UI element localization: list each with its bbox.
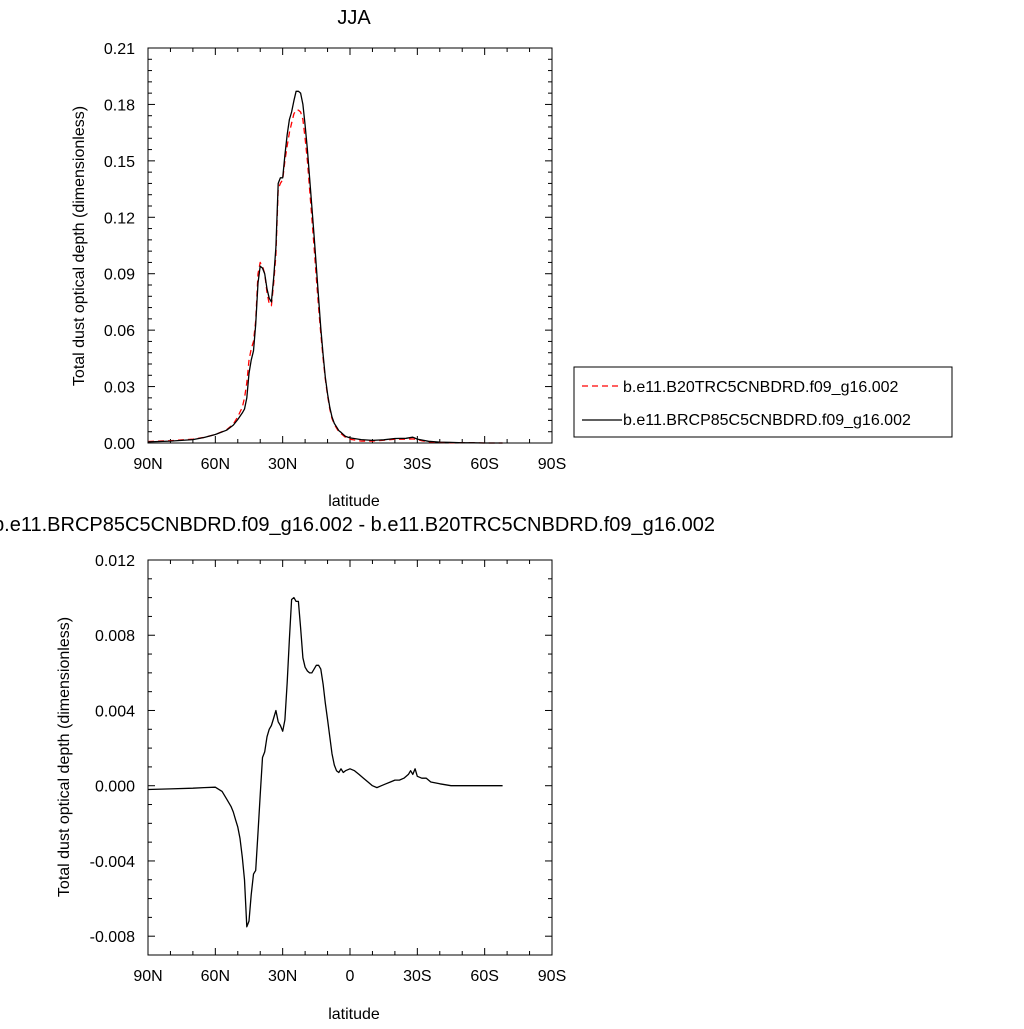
bottom-y-tick-label: -0.004	[90, 854, 135, 871]
bottom-chart-x-axis-label: latitude	[328, 1006, 380, 1023]
bottom-series-line-black-solid	[147, 596, 503, 928]
top-y-tick-label: 0.15	[104, 154, 135, 171]
legend: b.e11.B20TRC5CNBDRD.f09_g16.002 b.e11.BR…	[573, 366, 953, 438]
legend-label-black-solid: b.e11.BRCP85C5CNBDRD.f09_g16.002	[623, 412, 911, 429]
bottom-x-tick-label: 60S	[470, 968, 498, 985]
top-chart-y-axis-label: Total dust optical depth (dimensionless)	[71, 106, 88, 386]
bottom-chart-plot: 90N 60N 30N 0 30S 60S 90S -0.008 -0.004 0.000 0.00…	[90, 553, 567, 985]
legend-label-red-dashed: b.e11.B20TRC5CNBDRD.f09_g16.002	[623, 379, 899, 396]
bottom-chart: b.e11.BRCP85C5CNBDRD.f09_g16.002 - b.e11…	[0, 514, 715, 1023]
top-x-tick-label: 30N	[268, 456, 297, 473]
top-x-tick-label: 0	[346, 456, 355, 473]
top-y-tick-label: 0.18	[104, 97, 135, 114]
top-y-tick-label: 0.09	[104, 267, 135, 284]
bottom-x-tick-label: 90N	[133, 968, 162, 985]
top-series-line-black-solid	[147, 90, 503, 444]
top-chart-title: JJA	[337, 7, 371, 29]
bottom-y-tick-label: 0.012	[95, 553, 135, 570]
top-x-tick-label: 30S	[403, 456, 431, 473]
top-x-tick-label: 60N	[201, 456, 230, 473]
top-y-tick-label: 0.12	[104, 210, 135, 227]
bottom-y-tick-label: 0.008	[95, 628, 135, 645]
top-chart-x-axis-label: latitude	[328, 493, 380, 510]
bottom-plot-frame	[147, 559, 553, 956]
top-x-tick-label: 90S	[538, 456, 566, 473]
top-chart: JJA 90N 60N 30N 0 30S 60S 90S 0.00 0.03 0.06 0.09 0…	[71, 7, 953, 510]
top-series-line-red-dashed	[147, 109, 503, 444]
bottom-y-tick-label: -0.008	[90, 929, 135, 946]
top-chart-plot: 90N 60N 30N 0 30S 60S 90S 0.00 0.03 0.06 0.09 0.12 0…	[104, 41, 566, 473]
top-y-tick-label: 0.21	[104, 41, 135, 58]
top-y-tick-label: 0.00	[104, 436, 135, 453]
legend-item-red-dashed: b.e11.B20TRC5CNBDRD.f09_g16.002	[582, 379, 899, 396]
bottom-x-tick-label: 30S	[403, 968, 431, 985]
bottom-y-tick-label: 0.004	[95, 703, 135, 720]
legend-item-black-solid: b.e11.BRCP85C5CNBDRD.f09_g16.002	[582, 412, 911, 429]
bottom-chart-title: b.e11.BRCP85C5CNBDRD.f09_g16.002 - b.e11…	[0, 514, 715, 536]
top-x-tick-label: 60S	[470, 456, 498, 473]
bottom-x-tick-label: 0	[346, 968, 355, 985]
top-plot-frame	[147, 47, 553, 444]
top-x-tick-label: 90N	[133, 456, 162, 473]
bottom-chart-y-axis-label: Total dust optical depth (dimensionless)	[56, 617, 73, 897]
top-y-tick-label: 0.03	[104, 380, 135, 397]
top-y-tick-label: 0.06	[104, 323, 135, 340]
bottom-x-tick-label: 30N	[268, 968, 297, 985]
bottom-x-tick-label: 90S	[538, 968, 566, 985]
bottom-x-tick-label: 60N	[201, 968, 230, 985]
legend-box	[573, 366, 953, 438]
bottom-y-tick-label: 0.000	[95, 779, 135, 796]
